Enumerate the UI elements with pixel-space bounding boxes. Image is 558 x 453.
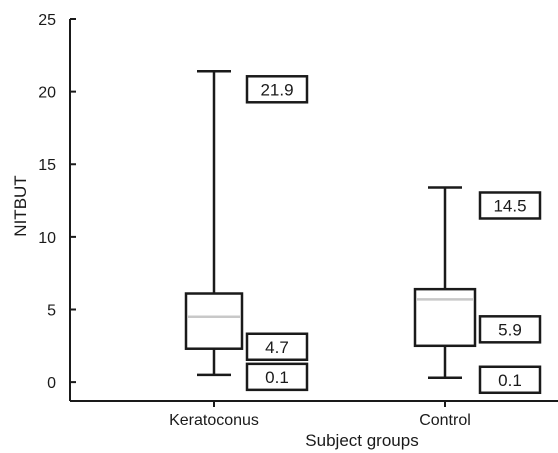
label-min-group: 0.1 xyxy=(478,365,542,395)
label-max-group: 14.5 xyxy=(478,191,542,220)
x-tick-label: Keratoconus xyxy=(169,412,259,429)
y-axis-ticks: 0 5 10 15 20 25 Keratoconus Control xyxy=(38,12,471,429)
axes xyxy=(69,19,558,402)
label-median: 5.9 xyxy=(498,320,522,339)
y-tick-label: 5 xyxy=(47,302,56,319)
label-max-group: 21.9 xyxy=(245,75,309,104)
y-axis-title: NITBUT xyxy=(11,175,30,236)
label-median: 4.7 xyxy=(265,338,289,357)
box-iqr xyxy=(184,292,244,350)
label-min: 0.1 xyxy=(265,368,289,387)
label-max: 14.5 xyxy=(493,196,526,215)
label-median-frame xyxy=(245,332,309,362)
label-min-group: 0.1 xyxy=(245,362,309,392)
label-median-group: 5.9 xyxy=(478,315,542,344)
y-tick-label: 0 xyxy=(47,375,56,392)
annotations: 21.9 4.7 0.1 14.5 5.9 0.1 xyxy=(245,75,542,395)
label-min: 0.1 xyxy=(498,371,522,390)
label-max-frame xyxy=(245,75,309,104)
label-median-frame xyxy=(478,315,542,344)
label-min-frame xyxy=(478,365,542,395)
label-min-frame xyxy=(245,362,309,392)
label-max: 21.9 xyxy=(260,80,293,99)
label-max-frame xyxy=(478,191,542,220)
label-median-group: 4.7 xyxy=(245,332,309,362)
y-tick-label: 15 xyxy=(38,157,56,174)
box-iqr xyxy=(413,287,477,348)
y-tick-label: 10 xyxy=(38,230,56,247)
x-axis-title: Subject groups xyxy=(305,431,418,450)
x-tick-label: Control xyxy=(419,412,471,429)
boxes xyxy=(184,70,477,380)
y-tick-label: 20 xyxy=(38,85,56,102)
y-tick-label: 25 xyxy=(38,12,56,29)
